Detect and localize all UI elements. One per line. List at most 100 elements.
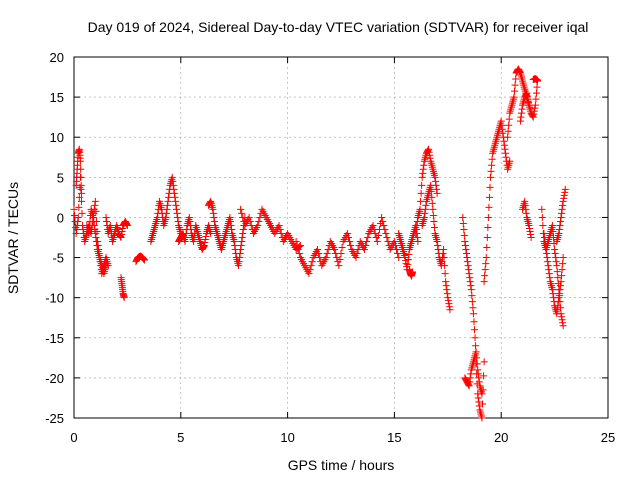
x-tick-label: 15: [387, 430, 401, 445]
data-point: [91, 201, 99, 209]
data-point: [488, 161, 496, 169]
data-point: [174, 213, 182, 221]
data-point: [306, 266, 314, 274]
data-point: [238, 209, 246, 217]
data-point: [420, 161, 428, 169]
data-point: [524, 98, 532, 106]
data-point: [206, 198, 214, 206]
data-point: [404, 261, 412, 269]
data-point: [516, 117, 524, 125]
y-tick-label: 0: [57, 210, 64, 225]
data-point: [475, 398, 483, 406]
data-point: [533, 83, 541, 91]
data-point: [93, 238, 101, 246]
data-point: [239, 225, 247, 233]
data-point: [469, 310, 477, 318]
data-point: [540, 229, 548, 237]
data-point: [352, 254, 360, 262]
data-point: [235, 258, 243, 266]
data-point: [484, 223, 492, 231]
data-point: [525, 221, 533, 229]
data-point: [174, 217, 182, 225]
data-point: [404, 256, 412, 264]
data-point: [210, 213, 218, 221]
data-point: [168, 173, 176, 181]
data-point: [162, 209, 170, 217]
data-point: [393, 246, 401, 254]
data-point: [444, 294, 452, 302]
data-point: [530, 110, 538, 118]
data-point: [379, 217, 387, 225]
data-point: [559, 197, 567, 205]
data-point: [293, 242, 301, 250]
data-point: [510, 93, 518, 101]
data-point: [553, 268, 561, 276]
data-point: [190, 238, 198, 246]
data-point: [384, 238, 392, 246]
data-point: [472, 342, 480, 350]
data-point: [331, 246, 339, 254]
data-point: [500, 141, 508, 149]
data-point: [549, 227, 557, 235]
data-point: [314, 246, 322, 254]
data-point: [236, 254, 244, 262]
data-point: [169, 181, 177, 189]
data-point: [442, 282, 450, 290]
data-point: [431, 173, 439, 181]
data-point: [472, 350, 480, 358]
data-point: [139, 255, 147, 263]
data-point: [308, 258, 316, 266]
data-point: [362, 242, 370, 250]
x-tick-label: 10: [280, 430, 294, 445]
data-point: [427, 187, 435, 195]
data-point: [554, 302, 562, 310]
data-point: [497, 117, 505, 125]
data-point: [539, 221, 547, 229]
data-point: [75, 193, 83, 201]
data-point: [559, 254, 567, 262]
data-point: [465, 270, 473, 278]
data-point: [551, 246, 559, 254]
data-point: [425, 148, 433, 156]
data-point: [522, 205, 530, 213]
data-point: [478, 414, 486, 422]
data-point: [484, 213, 492, 221]
data-points: [70, 65, 569, 422]
data-point: [527, 230, 535, 238]
data-point: [237, 242, 245, 250]
data-point: [343, 229, 351, 237]
data-point: [446, 306, 454, 314]
data-point: [353, 250, 361, 258]
data-point: [498, 125, 506, 133]
data-point: [466, 378, 474, 386]
x-tick-label: 5: [177, 430, 184, 445]
data-point: [336, 256, 344, 264]
data-point: [163, 201, 171, 209]
data-point: [409, 268, 417, 276]
data-point: [440, 254, 448, 262]
data-point: [517, 109, 525, 117]
data-point: [140, 255, 148, 263]
data-point: [421, 205, 429, 213]
data-point: [178, 230, 186, 238]
data-point: [463, 254, 471, 262]
data-point: [559, 322, 567, 330]
data-point: [505, 115, 513, 123]
data-point: [441, 262, 449, 270]
data-point: [86, 217, 94, 225]
data-point: [558, 272, 566, 280]
data-point: [394, 250, 402, 258]
data-point: [469, 304, 477, 312]
data-point: [412, 225, 420, 233]
data-point: [92, 234, 100, 241]
data-point: [502, 153, 510, 161]
data-point: [546, 274, 554, 282]
data-point: [165, 193, 173, 201]
data-point: [378, 213, 386, 221]
data-point: [461, 242, 469, 250]
data-point: [402, 260, 410, 268]
data-point: [78, 209, 86, 217]
y-tick-labels: -25 -20 -15 -10 -5 0 5 10 15 20: [45, 50, 64, 426]
data-point: [201, 239, 209, 247]
